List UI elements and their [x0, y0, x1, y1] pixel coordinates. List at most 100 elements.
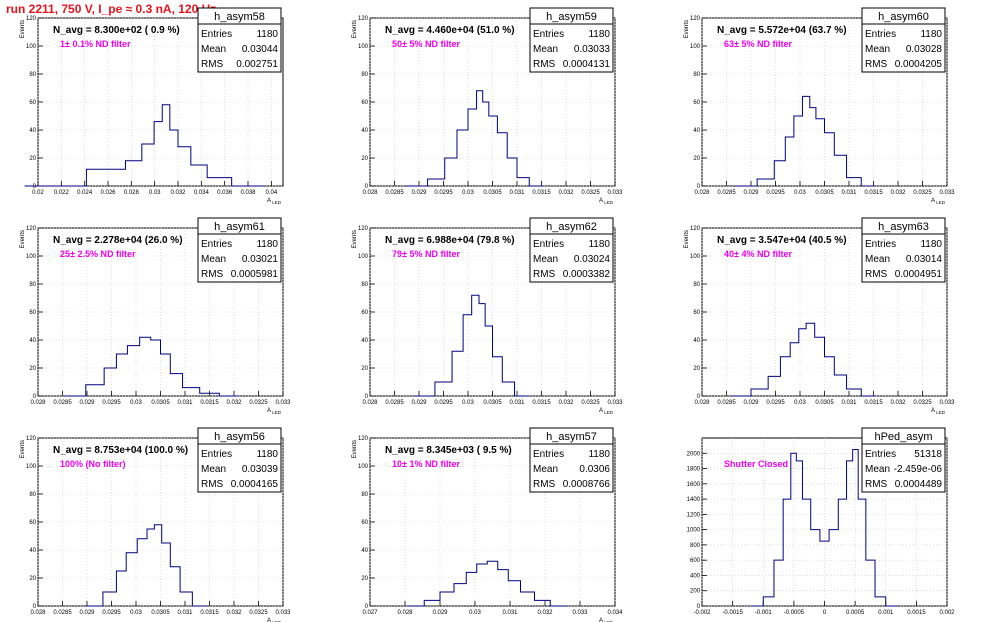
x-axis-label-sub: LED — [271, 620, 282, 622]
x-axis-label: A LED — [599, 618, 614, 622]
stats-value: 1180 — [920, 239, 942, 250]
x-tick-label: 0.0295 — [766, 190, 785, 196]
y-tick-label: 80 — [29, 282, 36, 288]
stats-value: 51318 — [914, 449, 942, 460]
y-tick-label: 100 — [690, 254, 701, 260]
x-tick-label: 0.0295 — [766, 400, 785, 406]
stats-value: 0.0004489 — [895, 479, 943, 490]
y-axis-label: Events — [684, 230, 690, 248]
y-tick-label: 80 — [29, 492, 36, 498]
stats-label: RMS — [533, 59, 556, 70]
y-tick-label: 1200 — [687, 512, 701, 518]
stats-label: Mean — [865, 44, 890, 55]
stats-label: RMS — [533, 269, 556, 280]
y-tick-label: 20 — [29, 156, 36, 162]
navg-text: N_avg = 2.278e+04 (26.0 %) — [53, 235, 183, 246]
stats-name: hPed_asym — [874, 431, 932, 443]
stats-frame — [861, 217, 946, 283]
stats-frame — [197, 427, 282, 493]
y-tick-label: 60 — [29, 520, 36, 526]
x-tick-label: 0.0305 — [815, 190, 834, 196]
filter-text: 79± 5% ND filter — [392, 249, 460, 259]
stats-label: Entries — [865, 239, 896, 250]
stats-value: -2.459e-06 — [894, 464, 943, 475]
x-axis-label: A LED — [267, 198, 282, 205]
x-tick-label: 0.031 — [509, 400, 525, 406]
x-tick-label: -0.001 — [755, 610, 773, 616]
stats-label: Mean — [865, 464, 890, 475]
x-axis-label: A LED — [267, 618, 282, 622]
x-tick-label: 0.033 — [275, 400, 291, 406]
x-axis-label-sub: LED — [603, 410, 614, 415]
x-axis-label: A LED — [599, 198, 614, 205]
stats-label: Mean — [201, 254, 226, 265]
x-tick-label: 0.03 — [130, 400, 142, 406]
x-tick-label: -0.0015 — [722, 610, 743, 616]
filter-text: 1± 0.1% ND filter — [60, 39, 131, 49]
y-tick-label: 80 — [361, 492, 368, 498]
y-tick-label: 80 — [693, 72, 700, 78]
y-tick-label: 400 — [690, 573, 701, 579]
stats-name: h_asym59 — [546, 11, 597, 23]
x-tick-label: 0.0305 — [151, 400, 170, 406]
y-tick-label: 0 — [697, 184, 701, 190]
y-tick-label: 1600 — [687, 482, 701, 488]
y-tick-label: 0 — [365, 394, 369, 400]
stats-name: h_asym62 — [546, 221, 597, 233]
x-tick-label: 0.028 — [397, 610, 413, 616]
x-tick-label: 0.0325 — [249, 610, 268, 616]
filter-text: 63± 5% ND filter — [724, 39, 792, 49]
panel-h_asym57: 0.027 0.028 0.029 0.03 0.031 0.032 0.033 0.034 0… — [352, 427, 623, 622]
panel-h_asym62: 0.028 0.0285 0.029 0.0295 0.03 0.0305 0.031 0.0… — [352, 217, 623, 415]
filter-text: 50± 5% ND filter — [392, 39, 460, 49]
x-tick-label: 0.0285 — [53, 610, 72, 616]
x-tick-label: 0.0315 — [864, 400, 883, 406]
stats-label: Entries — [201, 239, 232, 250]
histogram-line — [406, 560, 568, 607]
histogram-line — [24, 104, 265, 187]
panel-hPed_asym: -0.002 -0.0015 -0.001 -0.0005 0 0.0005 0.001 0.… — [687, 427, 955, 616]
x-tick-label: 0.0315 — [200, 400, 219, 406]
navg-text: N_avg = 6.988e+04 (79.8 %) — [385, 235, 515, 246]
x-tick-label: 0.027 — [362, 610, 378, 616]
x-tick-label: 0.029 — [743, 400, 759, 406]
stats-frame — [861, 7, 946, 73]
stats-label: Entries — [201, 449, 232, 460]
stats-box: hPed_asym Entries 51318 Mean -2.459e-06 RMS 0.… — [861, 427, 946, 493]
panel-h_asym61: 0.028 0.0285 0.029 0.0295 0.03 0.0305 0.031 0.0… — [20, 217, 291, 415]
y-tick-label: 120 — [358, 436, 369, 442]
stats-name: h_asym63 — [878, 221, 929, 233]
x-tick-label: 0.032 — [226, 610, 242, 616]
stats-box: h_asym62 Entries 1180 Mean 0.03024 RMS 0.00033… — [529, 217, 614, 283]
x-tick-label: 0.028 — [124, 190, 140, 196]
y-tick-label: 80 — [361, 282, 368, 288]
x-axis-label: A LED — [267, 408, 282, 415]
x-tick-label: 0.0005 — [846, 610, 865, 616]
histogram-line — [412, 294, 530, 397]
stats-value: 0.03014 — [906, 254, 943, 265]
y-tick-label: 60 — [693, 100, 700, 106]
y-tick-label: 0 — [33, 604, 37, 610]
histogram-line — [85, 524, 208, 607]
x-tick-label: 0.03 — [149, 190, 161, 196]
x-tick-label: 0.0315 — [864, 190, 883, 196]
navg-text: N_avg = 3.547e+04 (40.5 %) — [717, 235, 847, 246]
x-tick-label: 0.022 — [54, 190, 70, 196]
x-tick-label: 0.001 — [878, 610, 894, 616]
x-axis-label: A LED — [931, 408, 946, 415]
y-tick-label: 60 — [361, 310, 368, 316]
stats-label: RMS — [865, 59, 888, 70]
x-tick-label: 0.0295 — [102, 610, 121, 616]
stats-box: h_asym58 Entries 1180 Mean 0.03044 RMS 0.00275… — [197, 7, 282, 73]
x-tick-label: 0.03 — [794, 400, 806, 406]
stats-box: h_asym63 Entries 1180 Mean 0.03014 RMS 0.00049… — [861, 217, 946, 283]
x-tick-label: 0.0325 — [581, 400, 600, 406]
stats-label: RMS — [865, 479, 888, 490]
x-tick-label: 0.031 — [841, 190, 857, 196]
x-tick-label: 0.03 — [462, 400, 474, 406]
y-tick-label: 1400 — [687, 497, 701, 503]
y-tick-label: 80 — [693, 282, 700, 288]
stats-label: RMS — [533, 479, 556, 490]
x-tick-label: 0.0285 — [717, 190, 736, 196]
x-tick-label: 0.032 — [890, 190, 906, 196]
